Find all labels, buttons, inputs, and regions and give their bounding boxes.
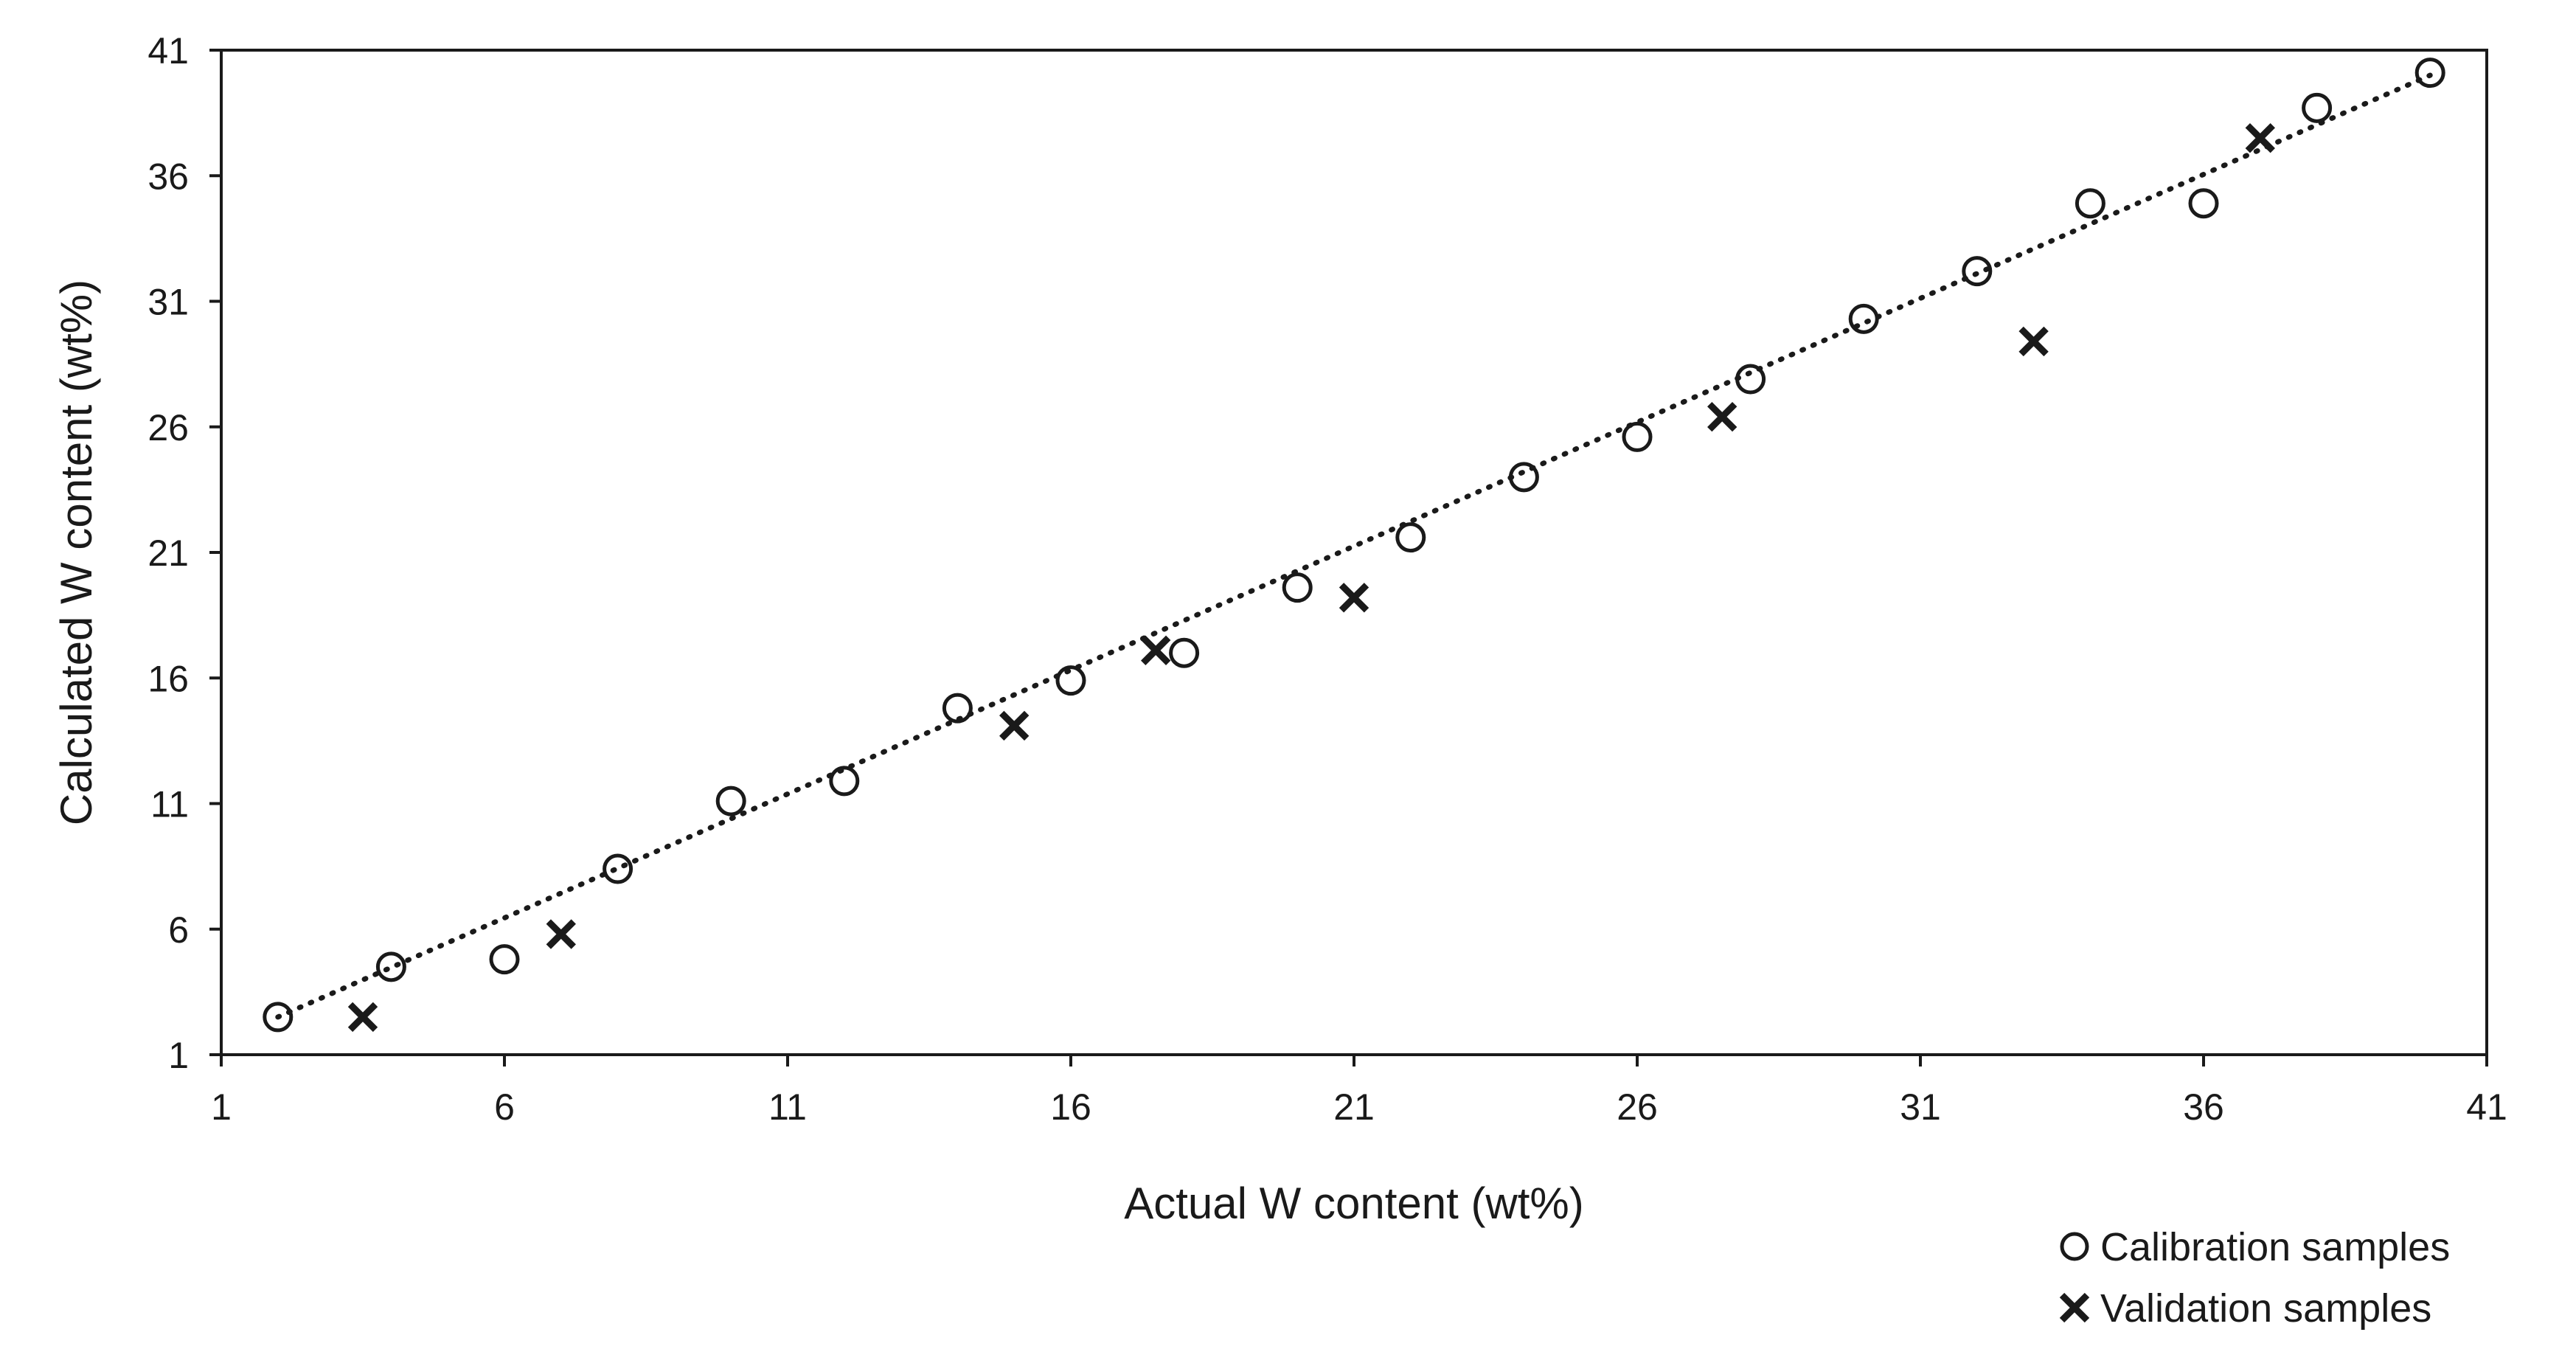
legend-label-validation: Validation samples: [2100, 1286, 2431, 1331]
legend: Calibration samples Validation samples: [2059, 1225, 2450, 1331]
y-tick-label: 21: [147, 533, 189, 574]
validation-point: [2245, 122, 2275, 153]
calibration-point: [1735, 364, 1766, 395]
calibration-point: [1962, 256, 1993, 287]
calibration-point: [942, 693, 973, 724]
calibration-point: [2414, 58, 2445, 89]
y-tick-label: 16: [147, 658, 189, 699]
y-tick-label: 26: [147, 407, 189, 448]
x-tick-label: 11: [768, 1086, 807, 1128]
x-tick-label: 31: [1900, 1086, 1941, 1128]
validation-point: [347, 1002, 378, 1033]
calibration-point: [2188, 188, 2219, 219]
calibration-point: [489, 944, 520, 975]
calibration-point: [1169, 637, 1200, 668]
validation-point: [1707, 401, 1737, 432]
validation-point: [546, 919, 576, 949]
legend-marker-validation: [2059, 1292, 2090, 1323]
calibration-point: [263, 1002, 294, 1033]
calibration-point: [1508, 462, 1539, 493]
y-tick-label: 31: [147, 282, 189, 323]
calibration-point: [603, 853, 633, 884]
x-tick-label: 21: [1333, 1086, 1375, 1128]
validation-point: [1141, 635, 1171, 665]
calibration-point: [2302, 92, 2333, 123]
calibration-point: [2075, 188, 2105, 219]
x-axis-title: Actual W content (wt%): [1124, 1179, 1584, 1228]
validation-point: [1339, 583, 1369, 613]
calibration-point: [1055, 665, 1086, 696]
x-tick-label: 41: [2466, 1086, 2507, 1128]
calibration-point: [1282, 572, 1313, 603]
calibration-point: [829, 766, 860, 797]
x-tick-label: 16: [1050, 1086, 1091, 1128]
x-tick-label: 6: [494, 1086, 515, 1128]
legend-marker-calibration: [2060, 1232, 2089, 1261]
y-tick-label: 1: [168, 1035, 189, 1076]
calibration-point: [1395, 522, 1426, 553]
y-tick-label: 41: [147, 30, 189, 72]
trendline: [275, 72, 2433, 1020]
x-tick-label: 26: [1617, 1086, 1658, 1128]
y-axis-title: Calculated W content (wt%): [52, 280, 101, 825]
y-tick-label: 6: [168, 909, 189, 951]
x-tick-label: 1: [211, 1086, 232, 1128]
calibration-point: [1848, 303, 1879, 334]
validation-point: [2018, 326, 2049, 357]
validation-point: [999, 710, 1030, 741]
calibration-point: [715, 785, 746, 816]
data-points: [263, 58, 2445, 1033]
legend-label-calibration: Calibration samples: [2100, 1225, 2450, 1269]
y-tick-label: 11: [150, 784, 189, 825]
calibration-point: [375, 951, 406, 982]
y-tick-label: 36: [147, 156, 189, 197]
calibration-point: [1622, 421, 1653, 452]
x-axis: 1 6 11 16 21 26 31 36 41: [211, 1055, 2507, 1128]
x-tick-label: 36: [2183, 1086, 2224, 1128]
